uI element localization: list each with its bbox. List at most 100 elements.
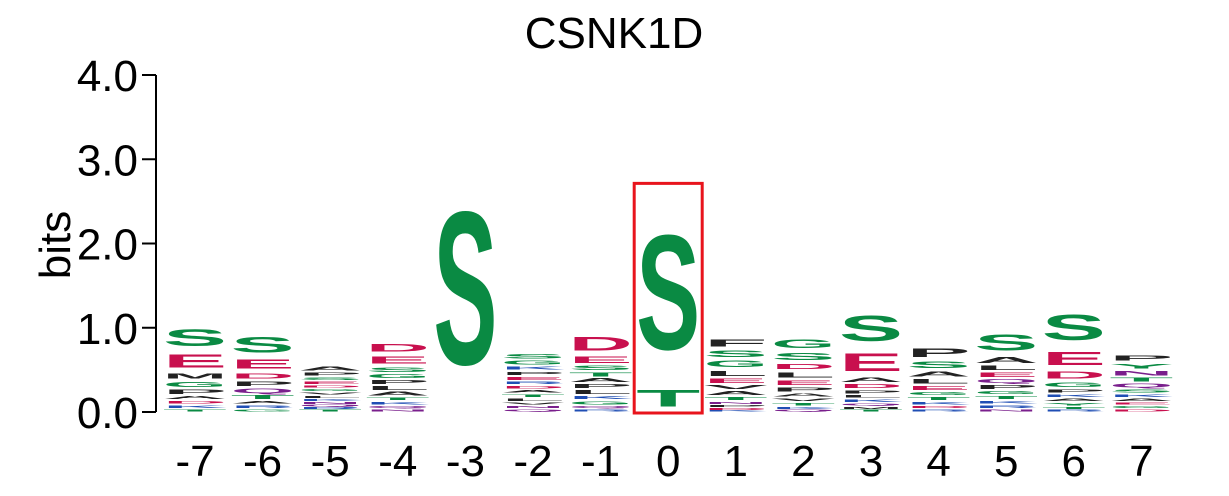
logo-letter: L	[569, 389, 633, 395]
logo-letter: G	[907, 391, 971, 396]
logo-letter: K	[907, 401, 971, 405]
logo-letter: K	[1042, 393, 1106, 397]
logo-letter: T	[636, 385, 700, 412]
logo-letter: Q	[298, 404, 362, 407]
logo-letter: K	[839, 399, 903, 403]
logo-letter: G	[704, 359, 768, 369]
logo-letter: S	[1109, 388, 1173, 393]
x-tick-label: 6	[1062, 437, 1086, 486]
logo-letter: P	[1042, 388, 1106, 393]
logo-letter: R	[569, 409, 633, 412]
x-tick-label: 2	[791, 437, 815, 486]
logo-letter: G	[298, 388, 362, 391]
logo-letter: D	[501, 385, 565, 389]
logo-letter: L	[366, 385, 430, 391]
x-tick-label: 5	[994, 437, 1018, 486]
logo-letter: K	[366, 401, 430, 405]
logo-letter: K	[163, 404, 227, 408]
logo-letter: T	[839, 409, 903, 412]
logo-letter: T	[1109, 377, 1173, 383]
x-axis-ticks: -7 -6 -5 -4 -3 -2 -1 0 1 2 3 4 5 6 7	[175, 437, 1153, 486]
logo-letter: P	[298, 372, 362, 377]
logo-letter: G	[974, 390, 1038, 395]
logo-letter: Q	[501, 409, 565, 412]
logo-letter: E	[1042, 348, 1106, 369]
logo-letter: A	[298, 366, 362, 372]
logo-letter: M	[839, 406, 903, 409]
logo-letter: V	[501, 402, 565, 405]
logo-letter: L	[704, 369, 768, 377]
logo-letter: A	[1042, 398, 1106, 402]
logo-letter: D	[839, 383, 903, 389]
logo-letter: Q	[366, 405, 430, 408]
logo-letter: S	[771, 351, 835, 363]
logo-letter: M	[163, 372, 227, 380]
logo-letter: R	[907, 409, 971, 412]
logo-letter: E	[298, 381, 362, 385]
logo-letter: S	[704, 349, 768, 359]
logo-letter: S	[569, 365, 633, 372]
logo-letter: G	[771, 337, 835, 350]
x-tick-label: -3	[446, 437, 485, 486]
logo-letter: A	[704, 390, 768, 396]
logo-letter: S	[231, 332, 295, 357]
logo-letter: G	[163, 380, 227, 388]
logo-letter: L	[298, 395, 362, 398]
logo-letter: D	[907, 405, 971, 408]
logo-letter: A	[366, 391, 430, 397]
logo-letter: Q	[974, 378, 1038, 384]
logo-letter: Y	[1109, 362, 1173, 370]
highlight-box	[632, 181, 704, 415]
logo-letter: D	[1109, 409, 1173, 412]
y-tick-label: 2.0	[77, 221, 138, 270]
x-tick-label: -1	[581, 437, 620, 486]
logo-letter: G	[569, 400, 633, 405]
logo-letter: L	[974, 365, 1038, 372]
logo-letter: Q	[569, 405, 633, 408]
logo-letter: T	[907, 396, 971, 401]
x-tick-label: -7	[175, 437, 214, 486]
logo-letter: G	[231, 409, 295, 412]
logo-letter: A	[1109, 398, 1173, 402]
logo-letter: L	[907, 378, 971, 385]
logo-letter: R	[1042, 409, 1106, 412]
logo-letter: Q	[839, 403, 903, 406]
y-tick-label: 1.0	[77, 305, 138, 354]
y-tick-label: 0.0	[77, 389, 138, 438]
logo-letter: E	[366, 354, 430, 366]
x-tick-label: 1	[724, 437, 748, 486]
logo-letter: P	[1109, 354, 1173, 362]
logo-letter: E	[839, 349, 903, 377]
logo-letter: T	[569, 372, 633, 378]
logo-letter: N	[704, 401, 768, 404]
logo-letter: S	[839, 308, 903, 348]
logo-letter: S	[1042, 308, 1106, 348]
logo-letter: E	[231, 357, 295, 371]
logo-letter: D	[231, 372, 295, 380]
logo-letter: D	[704, 408, 768, 411]
logo-letter: A	[907, 370, 971, 378]
logo-letter: Q	[1109, 383, 1173, 389]
logo-letter: L	[839, 394, 903, 398]
logo-letter: P	[704, 404, 768, 407]
logo-letter: T	[231, 394, 295, 400]
logo-letter: K	[298, 399, 362, 402]
x-tick-label: 3	[859, 437, 883, 486]
logo-letter: Q	[231, 388, 295, 395]
logo-letter: E	[771, 379, 835, 387]
logo-letter: S	[501, 353, 565, 360]
logo-letter: V	[771, 398, 835, 402]
logo-letter: S	[366, 366, 430, 374]
logo-letter: R	[501, 381, 565, 385]
logo-letter: G	[1109, 405, 1173, 408]
logo-letter: K	[704, 410, 768, 412]
logo-letter: R	[231, 404, 295, 408]
logo-letter: N	[298, 402, 362, 405]
logo-letter: E	[163, 351, 227, 371]
logo-letter: K	[501, 366, 565, 371]
x-tick-label: -6	[243, 437, 282, 486]
logo-letter: N	[974, 409, 1038, 412]
logo-letter: A	[501, 389, 565, 393]
logo-letter: V	[298, 392, 362, 395]
